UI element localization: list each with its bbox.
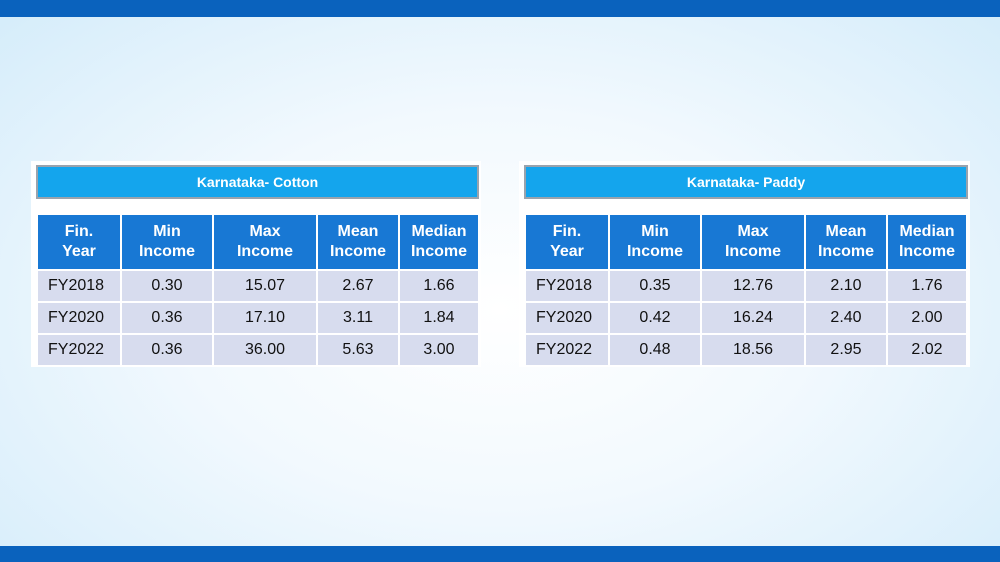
cell-median-income: 1.76 (886, 269, 968, 303)
cell-median-income: 3.00 (398, 333, 480, 367)
cell-mean-income: 3.11 (316, 301, 400, 335)
cell-median-income: 1.66 (398, 269, 480, 303)
cell-min-income: 0.42 (608, 301, 702, 335)
cell-max-income: 17.10 (212, 301, 318, 335)
table-title: Karnataka- Cotton (36, 165, 479, 199)
cell-max-income: 12.76 (700, 269, 806, 303)
table-row: FY2022 0.48 18.56 2.95 2.02 (524, 333, 968, 367)
cell-max-income: 36.00 (212, 333, 318, 367)
column-header-min-income: Min Income (608, 213, 702, 271)
cell-median-income: 2.00 (886, 301, 968, 335)
column-header-median-income: Median Income (398, 213, 480, 271)
table-row: FY2022 0.36 36.00 5.63 3.00 (36, 333, 480, 367)
cell-fin-year: FY2020 (524, 301, 610, 335)
cell-min-income: 0.30 (120, 269, 214, 303)
column-header-min-income: Min Income (120, 213, 214, 271)
cell-fin-year: FY2018 (36, 269, 122, 303)
cell-mean-income: 2.67 (316, 269, 400, 303)
cell-max-income: 18.56 (700, 333, 806, 367)
column-header-median-income: Median Income (886, 213, 968, 271)
bottom-frame-bar (0, 546, 1000, 562)
cell-mean-income: 2.40 (804, 301, 888, 335)
paddy-table-panel: Karnataka- Paddy Fin. Year Min Income Max I… (519, 161, 970, 367)
column-header-fin-year: Fin. Year (36, 213, 122, 271)
top-frame-bar (0, 0, 1000, 17)
table-row: FY2018 0.35 12.76 2.10 1.76 (524, 269, 968, 303)
cotton-table-panel: Karnataka- Cotton Fin. Year Min Income Max… (31, 161, 481, 367)
cell-min-income: 0.35 (608, 269, 702, 303)
cell-median-income: 1.84 (398, 301, 480, 335)
cell-fin-year: FY2022 (524, 333, 610, 367)
table-row: FY2018 0.30 15.07 2.67 1.66 (36, 269, 480, 303)
cell-median-income: 2.02 (886, 333, 968, 367)
table-row: FY2020 0.42 16.24 2.40 2.00 (524, 301, 968, 335)
table-title: Karnataka- Paddy (524, 165, 968, 199)
column-header-max-income: Max Income (700, 213, 806, 271)
column-header-mean-income: Mean Income (804, 213, 888, 271)
paddy-income-table: Fin. Year Min Income Max Income Mean Income … (524, 213, 968, 367)
cotton-income-table: Fin. Year Min Income Max Income Mean Income … (36, 213, 480, 367)
cell-min-income: 0.36 (120, 301, 214, 335)
cell-max-income: 16.24 (700, 301, 806, 335)
cell-mean-income: 2.10 (804, 269, 888, 303)
cell-min-income: 0.36 (120, 333, 214, 367)
cell-fin-year: FY2022 (36, 333, 122, 367)
column-header-mean-income: Mean Income (316, 213, 400, 271)
cell-fin-year: FY2020 (36, 301, 122, 335)
column-header-max-income: Max Income (212, 213, 318, 271)
cell-mean-income: 2.95 (804, 333, 888, 367)
cell-min-income: 0.48 (608, 333, 702, 367)
cell-mean-income: 5.63 (316, 333, 400, 367)
table-row: FY2020 0.36 17.10 3.11 1.84 (36, 301, 480, 335)
column-header-fin-year: Fin. Year (524, 213, 610, 271)
header-row: Fin. Year Min Income Max Income Mean Income … (36, 213, 480, 271)
cell-fin-year: FY2018 (524, 269, 610, 303)
header-row: Fin. Year Min Income Max Income Mean Income … (524, 213, 968, 271)
cell-max-income: 15.07 (212, 269, 318, 303)
